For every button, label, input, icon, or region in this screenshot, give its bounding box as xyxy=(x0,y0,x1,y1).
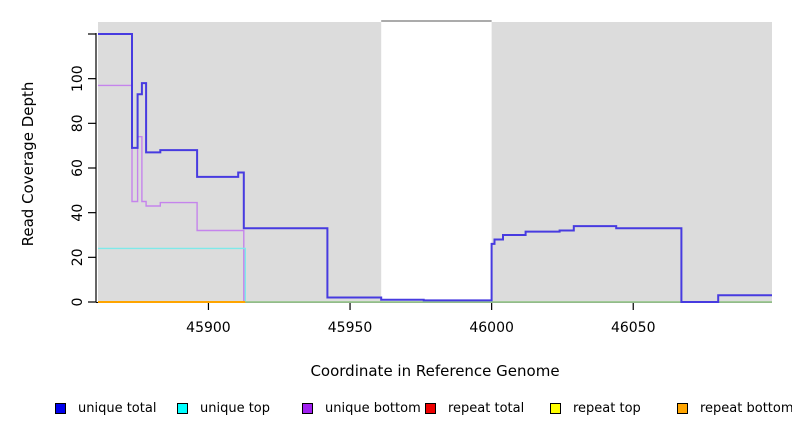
legend-swatch-icon xyxy=(55,402,66,414)
x-tick-label: 45900 xyxy=(186,320,231,336)
plot-area: 0 20 40 60 80 100 45900 45950 46000 46050 xyxy=(70,20,772,336)
y-tick-label: 80 xyxy=(70,114,86,132)
y-tick-label: 0 xyxy=(70,298,86,307)
legend-item-repeat-total: repeat total xyxy=(425,400,524,416)
legend-swatch-icon xyxy=(550,402,561,414)
legend-label: unique total xyxy=(78,400,157,416)
y-axis-title: Read Coverage Depth xyxy=(19,81,37,247)
legend-item-unique-total: unique total xyxy=(55,400,156,416)
legend-swatch-icon xyxy=(302,402,313,414)
y-tick-label: 20 xyxy=(70,248,86,266)
legend-item-repeat-top: repeat top xyxy=(550,400,641,416)
legend-swatch-icon xyxy=(677,402,688,414)
x-tick-label: 46000 xyxy=(469,320,514,336)
x-tick-label: 46050 xyxy=(611,320,656,336)
x-tick-label: 45950 xyxy=(328,320,373,336)
series-line-unique-top xyxy=(98,247,246,302)
series-line-unique-total xyxy=(98,33,772,303)
legend-item-unique-bottom: unique bottom xyxy=(302,400,421,416)
mask-band xyxy=(381,20,492,302)
legend-label: unique top xyxy=(200,400,271,416)
legend-label: repeat top xyxy=(573,400,641,416)
y-tick-label: 60 xyxy=(70,159,86,177)
x-axis-title: Coordinate in Reference Genome xyxy=(310,362,560,380)
series-line-unique-bottom xyxy=(98,84,772,303)
legend-item-unique-top: unique top xyxy=(177,400,270,416)
legend-label: repeat bottom xyxy=(700,400,792,416)
y-tick-label: 40 xyxy=(70,204,86,222)
legend-label: unique bottom xyxy=(325,400,421,416)
legend-swatch-icon xyxy=(425,402,436,414)
legend: unique total unique top unique bottom repea… xyxy=(0,400,792,422)
legend-swatch-icon xyxy=(177,402,188,414)
legend-item-repeat-bottom: repeat bottom xyxy=(677,400,792,416)
y-tick-label: 100 xyxy=(70,65,86,92)
legend-label: repeat total xyxy=(448,400,525,416)
